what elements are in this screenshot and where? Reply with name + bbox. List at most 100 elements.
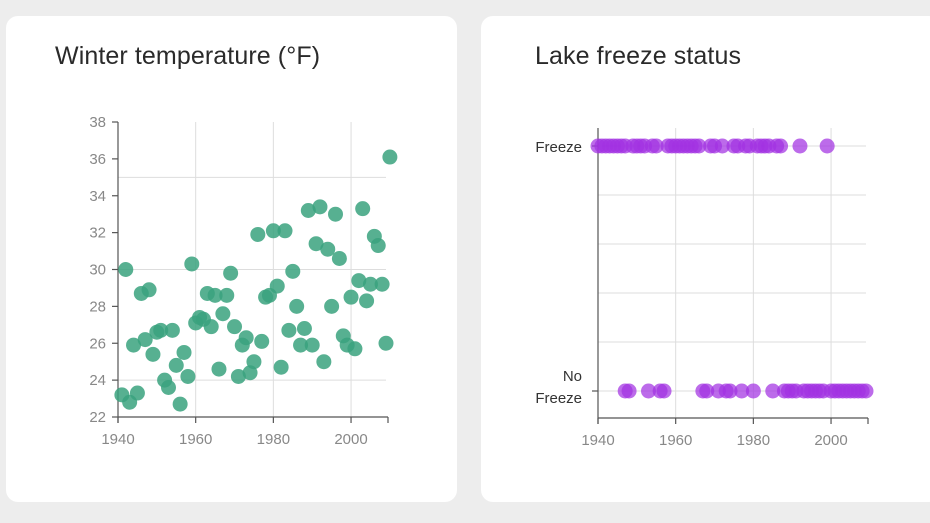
freeze-axes: Freeze No Freeze 1940 1960 1980 2000 xyxy=(535,128,869,449)
winter-temperature-card: Winter temperature (°F) xyxy=(6,16,457,502)
temp-point xyxy=(153,322,169,338)
temp-point xyxy=(184,256,200,272)
temp-point xyxy=(172,396,188,412)
temp-point xyxy=(304,337,320,353)
temp-point xyxy=(203,319,219,335)
freeze-x-tick-label: 1980 xyxy=(737,432,770,449)
temp-x-tick-label: 1940 xyxy=(101,431,134,448)
temp-point xyxy=(180,368,196,384)
temp-point xyxy=(230,368,246,384)
temp-y-tick-label: 28 xyxy=(89,298,106,315)
no-freeze-point xyxy=(745,383,761,399)
temp-point xyxy=(316,354,332,370)
temp-point xyxy=(370,238,386,254)
temp-y-tick-label: 22 xyxy=(89,409,106,426)
temp-point xyxy=(277,223,293,239)
temp-point xyxy=(293,337,309,353)
lake-freeze-card: Lake freeze status xyxy=(481,16,930,502)
temp-axes: 22 24 26 28 30 32 34 36 38 1940 1960 1980 2000 xyxy=(89,114,389,448)
temp-point xyxy=(126,337,142,353)
temp-point xyxy=(141,282,157,298)
freeze-point xyxy=(714,138,730,154)
temp-y-tick-label: 24 xyxy=(89,372,106,389)
no-freeze-point xyxy=(858,383,874,399)
freeze-x-tick-label: 2000 xyxy=(814,432,847,449)
temp-y-tick-label: 32 xyxy=(89,225,106,242)
temp-point xyxy=(118,262,134,277)
freeze-category-label: Freeze xyxy=(535,139,582,156)
temp-point xyxy=(227,319,243,335)
temp-point xyxy=(285,263,301,279)
temp-y-tick-label: 34 xyxy=(89,188,106,205)
temp-x-tick-label: 1960 xyxy=(179,431,212,448)
temp-point xyxy=(300,203,316,218)
temp-point xyxy=(273,359,289,375)
freeze-point xyxy=(691,138,707,154)
temp-point xyxy=(265,223,281,239)
temp-point xyxy=(223,265,239,281)
temp-point xyxy=(378,335,394,351)
temp-points xyxy=(114,149,398,412)
freeze-points xyxy=(590,138,874,399)
temp-point xyxy=(328,206,344,222)
temp-point xyxy=(145,346,161,362)
temp-point xyxy=(137,332,153,348)
temp-point xyxy=(254,333,270,349)
temp-point xyxy=(207,287,223,303)
temp-point xyxy=(289,298,305,314)
temp-point xyxy=(296,321,312,336)
temp-x-tick-label: 1980 xyxy=(257,431,290,448)
no-freeze-point xyxy=(734,383,750,399)
temp-y-tick-label: 26 xyxy=(89,335,106,352)
temp-point xyxy=(312,199,328,215)
temp-y-tick-label: 36 xyxy=(89,151,106,168)
temp-point xyxy=(160,380,176,395)
freeze-point xyxy=(648,138,664,154)
temp-x-tick-label: 2000 xyxy=(334,431,367,448)
temp-point xyxy=(281,322,297,338)
temp-point xyxy=(129,385,145,401)
temp-point xyxy=(355,201,371,217)
temp-point xyxy=(362,276,378,292)
temp-y-tick-label: 38 xyxy=(89,114,106,131)
temp-point xyxy=(382,149,398,165)
freeze-x-tick-label: 1940 xyxy=(581,432,614,449)
temp-point xyxy=(164,322,180,338)
no-freeze-category-label-line1: No xyxy=(563,368,582,385)
temp-point xyxy=(211,361,227,377)
temp-point xyxy=(343,289,359,305)
winter-temperature-title: Winter temperature (°F) xyxy=(55,42,321,70)
no-freeze-point xyxy=(722,383,738,399)
freeze-grid xyxy=(597,128,866,418)
temp-point xyxy=(246,354,262,370)
temp-point xyxy=(168,357,184,373)
temp-point xyxy=(324,298,340,314)
temp-point xyxy=(374,276,390,292)
freeze-x-tick-label: 1960 xyxy=(659,432,692,449)
freeze-point xyxy=(792,138,808,154)
temp-point xyxy=(331,250,347,266)
temp-point xyxy=(238,330,254,346)
freeze-point xyxy=(819,138,835,154)
temp-point xyxy=(215,306,231,322)
temp-point xyxy=(308,236,324,252)
temp-point xyxy=(269,278,285,294)
temp-point xyxy=(219,287,235,303)
no-freeze-point xyxy=(621,383,637,399)
no-freeze-point xyxy=(765,383,781,399)
lake-freeze-title: Lake freeze status xyxy=(535,42,742,70)
no-freeze-category-label-line2: Freeze xyxy=(535,390,582,407)
temp-point xyxy=(347,341,363,357)
temp-point xyxy=(176,344,192,360)
no-freeze-point xyxy=(699,383,715,399)
temp-point xyxy=(359,293,375,309)
temp-point xyxy=(351,273,367,289)
temp-y-tick-label: 30 xyxy=(89,262,106,279)
no-freeze-point xyxy=(640,383,656,399)
temp-point xyxy=(320,241,336,257)
freeze-point xyxy=(773,138,789,154)
no-freeze-point xyxy=(656,383,672,399)
temp-point xyxy=(250,226,266,242)
